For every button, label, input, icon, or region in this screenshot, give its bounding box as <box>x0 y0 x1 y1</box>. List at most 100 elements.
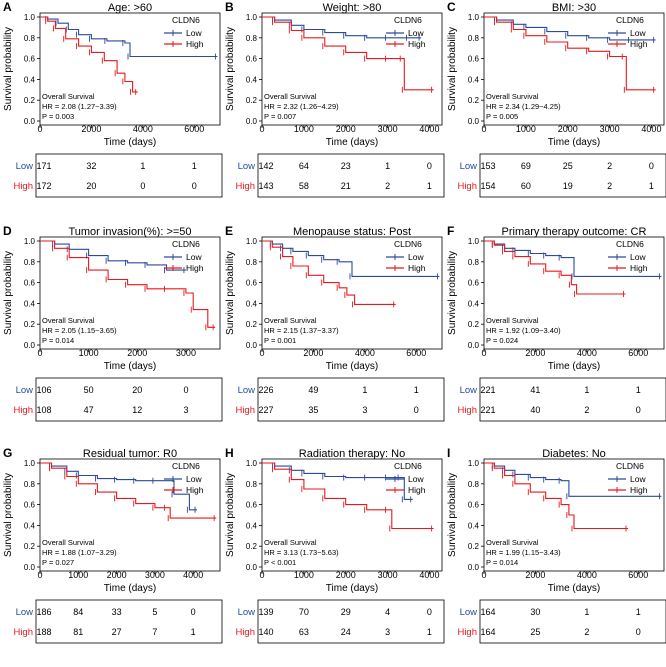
risk-count-low: 5 <box>152 607 157 617</box>
x-tick-label: 1000 <box>516 124 536 134</box>
y-tick-label: 0.0 <box>246 563 258 572</box>
risk-count-low: 49 <box>308 385 318 395</box>
y-tick-label: 0.4 <box>246 75 258 84</box>
km-curve-low <box>262 462 413 500</box>
legend-high: High <box>630 263 648 273</box>
risk-count-low: 41 <box>530 385 540 395</box>
plot-frame <box>261 458 443 572</box>
y-tick-label: 0.4 <box>468 299 480 308</box>
x-tick-label: 0 <box>481 570 486 580</box>
risk-row-label-low: Low <box>238 385 256 396</box>
x-axis-label: Time (days) <box>104 137 156 148</box>
legend-low: Low <box>408 28 424 38</box>
x-tick-label: 3000 <box>600 124 620 134</box>
panel-title: Age: >60 <box>108 2 152 14</box>
y-tick-label: 1.0 <box>246 237 258 246</box>
y-tick-label: 0.0 <box>24 341 36 350</box>
y-tick-label: 0.2 <box>246 542 258 551</box>
legend-title: CLDN6 <box>616 461 644 471</box>
x-tick-label: 4000 <box>641 124 661 134</box>
y-tick-label: 0.8 <box>24 480 36 489</box>
risk-table-frame <box>257 377 445 422</box>
y-tick-label: 0.0 <box>24 563 36 572</box>
risk-count-low: 142 <box>258 161 273 171</box>
annotation-p: P = 0.014 <box>42 336 74 345</box>
x-tick-label: 6000 <box>184 124 204 134</box>
risk-count-high: 221 <box>480 405 495 415</box>
risk-count-high: 12 <box>132 405 142 415</box>
km-curve-low <box>484 240 662 277</box>
risk-row-label-high: High <box>13 181 33 192</box>
risk-count-low: 153 <box>480 161 495 171</box>
panel-letter: B <box>225 0 234 14</box>
risk-row-label-low: Low <box>16 607 34 618</box>
x-tick-label: 2000 <box>336 124 356 134</box>
x-tick-label: 4000 <box>577 348 597 358</box>
risk-row-label-high: High <box>457 405 477 416</box>
km-curve-low <box>484 16 656 41</box>
y-axis-label: Survival probability <box>3 473 14 557</box>
risk-count-high: 0 <box>636 627 641 637</box>
y-tick-label: 1.0 <box>468 237 480 246</box>
x-tick-label: 2000 <box>303 348 323 358</box>
annotation-p: P = 0.014 <box>486 558 518 567</box>
y-tick-label: 0.0 <box>468 117 480 126</box>
km-panel-f: F Primary therapy outcome: CR 0.0 0.2 0.4 0.6… <box>447 224 666 422</box>
risk-count-high: 2 <box>584 405 589 415</box>
y-tick-label: 0.6 <box>246 279 258 288</box>
legend-title: CLDN6 <box>616 15 644 25</box>
y-tick-label: 0.0 <box>24 117 36 126</box>
risk-count-high: 60 <box>521 181 531 191</box>
km-panel-g: G Residual tumor: R0 0.0 0.2 0.4 0.6 0.8 1.0 Sur… <box>3 446 223 644</box>
panel-title: Primary therapy outcome: CR <box>502 226 647 238</box>
risk-count-high: 81 <box>73 627 83 637</box>
risk-count-high: 58 <box>299 181 309 191</box>
risk-table-frame <box>257 153 445 198</box>
x-tick-label: 1000 <box>294 570 314 580</box>
risk-count-low: 1 <box>636 385 641 395</box>
risk-count-low: 29 <box>341 607 351 617</box>
x-axis-label: Time (days) <box>548 137 600 148</box>
y-tick-label: 0.8 <box>246 34 258 43</box>
risk-count-low: 50 <box>84 385 94 395</box>
x-tick-label: 6000 <box>628 570 648 580</box>
risk-count-low: 70 <box>299 607 309 617</box>
risk-count-high: 188 <box>36 627 51 637</box>
km-panel-d: D Tumor invasion(%): >=50 0.0 0.2 0.4 0.6 0.8 1… <box>3 224 223 422</box>
annotation-p: P = 0.003 <box>42 112 74 121</box>
y-tick-label: 0.4 <box>24 75 36 84</box>
y-tick-label: 0.8 <box>246 258 258 267</box>
annotation-os: Overall Survival <box>42 92 95 101</box>
panel-title: Weight: >80 <box>323 2 382 14</box>
risk-count-high: 0 <box>414 405 419 415</box>
panel-letter: A <box>3 0 12 14</box>
x-tick-label: 2000 <box>336 570 356 580</box>
x-tick-label: 4000 <box>419 124 439 134</box>
x-tick-label: 4000 <box>577 570 597 580</box>
y-tick-label: 1.0 <box>24 237 36 246</box>
x-axis-label: Time (days) <box>104 361 156 372</box>
km-curve-high <box>262 462 434 530</box>
annotation-hr: HR = 2.15 (1.37−3.37) <box>264 326 339 335</box>
annotation-os: Overall Survival <box>486 92 539 101</box>
y-tick-label: 0.8 <box>246 480 258 489</box>
panel-title: Radiation therapy: No <box>299 448 405 460</box>
risk-count-low: 171 <box>36 161 51 171</box>
y-tick-label: 1.0 <box>468 459 480 468</box>
risk-count-high: 0 <box>192 181 197 191</box>
y-tick-label: 1.0 <box>24 459 36 468</box>
annotation-hr: HR = 2.32 (1.26−4.29) <box>264 102 339 111</box>
x-tick-label: 0 <box>481 124 486 134</box>
risk-count-low: 1 <box>385 161 390 171</box>
x-tick-label: 4000 <box>419 570 439 580</box>
y-tick-label: 0.6 <box>24 279 36 288</box>
risk-table-frame <box>479 377 666 422</box>
annotation-hr: HR = 1.88 (1.07−3.29) <box>42 548 117 557</box>
panel-letter: H <box>225 446 234 460</box>
risk-count-low: 164 <box>480 607 495 617</box>
legend-title: CLDN6 <box>172 461 200 471</box>
risk-count-high: 25 <box>530 627 540 637</box>
km-curve-low <box>40 16 218 58</box>
x-axis-label: Time (days) <box>548 583 600 594</box>
